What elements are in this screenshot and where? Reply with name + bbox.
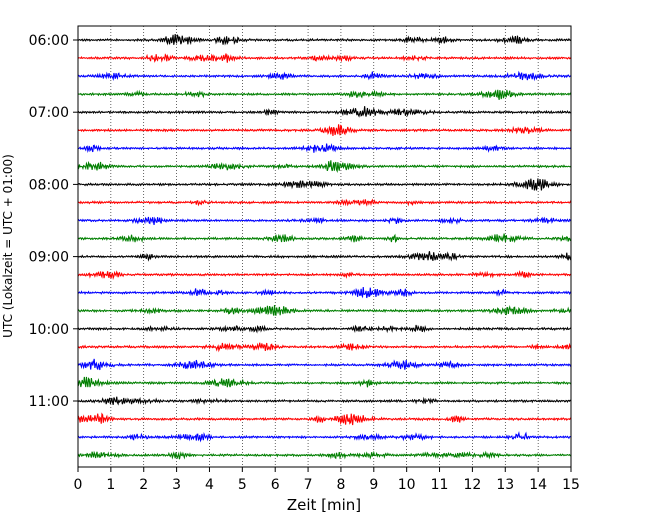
y-axis: 06:00 07:00 08:00 09:00 10:00 11:00 bbox=[29, 33, 78, 410]
x-tick-label: 11 bbox=[431, 477, 449, 493]
trace-line bbox=[77, 33, 572, 46]
x-axis: 0 1 2 3 4 5 6 7 8 9 10 11 12 13 14 15 bbox=[74, 467, 580, 493]
x-tick-label: 6 bbox=[271, 477, 280, 493]
y-tick-label: 08:00 bbox=[29, 177, 69, 193]
x-tick-label: 13 bbox=[496, 477, 514, 493]
y-tick-label: 07:00 bbox=[29, 105, 69, 121]
x-tick-label: 3 bbox=[172, 477, 181, 493]
trace-line bbox=[77, 216, 572, 226]
y-tick-label: 10:00 bbox=[29, 322, 69, 338]
trace-line bbox=[77, 53, 572, 63]
trace-line bbox=[77, 376, 572, 388]
y-axis-label: UTC (Lokalzeit = UTC + 01:00) bbox=[1, 154, 15, 338]
trace-line bbox=[77, 286, 572, 299]
x-tick-label: 2 bbox=[139, 477, 148, 493]
trace-line bbox=[77, 342, 572, 353]
trace-line bbox=[77, 198, 572, 207]
trace-line bbox=[77, 89, 572, 100]
x-tick-label: 0 bbox=[74, 477, 83, 493]
y-tick-label: 06:00 bbox=[29, 33, 69, 49]
x-tick-label: 1 bbox=[106, 477, 115, 493]
trace-line bbox=[77, 305, 572, 316]
trace-line bbox=[77, 431, 572, 443]
x-tick-label: 12 bbox=[463, 477, 481, 493]
trace-line bbox=[77, 412, 572, 426]
x-tick-label: 15 bbox=[562, 477, 580, 493]
traces-layer bbox=[77, 33, 572, 460]
trace-line bbox=[77, 160, 572, 173]
x-tick-label: 4 bbox=[205, 477, 214, 493]
trace-line bbox=[77, 70, 572, 82]
y-tick-label: 11:00 bbox=[29, 394, 69, 410]
trace-line bbox=[77, 233, 572, 244]
x-tick-label: 7 bbox=[304, 477, 313, 493]
trace-line bbox=[77, 124, 572, 137]
x-axis-label: Zeit [min] bbox=[287, 496, 361, 514]
trace-line bbox=[77, 143, 572, 154]
trace-line bbox=[77, 251, 572, 262]
x-tick-label: 9 bbox=[369, 477, 378, 493]
x-tick-label: 14 bbox=[529, 477, 547, 493]
trace-line bbox=[77, 324, 572, 334]
trace-line bbox=[77, 358, 572, 371]
plot-frame bbox=[77, 25, 572, 468]
y-tick-label: 09:00 bbox=[29, 250, 69, 266]
trace-line bbox=[77, 396, 572, 406]
trace-line bbox=[77, 106, 572, 118]
trace-line bbox=[77, 178, 572, 191]
x-tick-label: 10 bbox=[398, 477, 416, 493]
trace-line bbox=[77, 269, 572, 281]
trace-line bbox=[77, 450, 572, 460]
x-tick-label: 8 bbox=[336, 477, 345, 493]
x-tick-label: 5 bbox=[238, 477, 247, 493]
